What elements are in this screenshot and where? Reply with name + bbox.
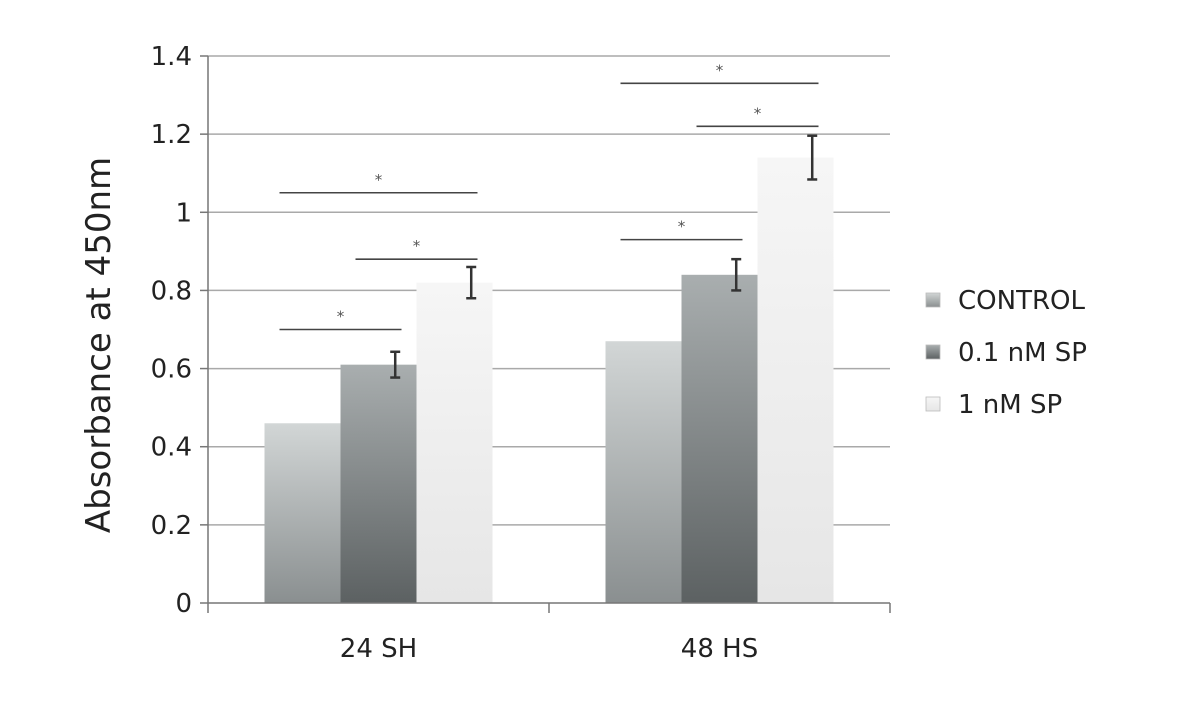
bar [757,157,834,604]
error-bar [390,350,401,379]
significance-mark: * [678,218,686,236]
y-tick-label: 0.8 [151,276,192,306]
error-bars [390,134,818,379]
axis-labels: Absorbance at 450nm [79,157,119,533]
significance-bracket: * [355,237,478,260]
legend-label: CONTROL [958,286,1085,316]
legend: CONTROL 0.1 nM SP 1 nM SP [925,286,1087,420]
bar [416,282,493,603]
x-tick-label: 24 SH [340,634,417,664]
y-tick-label: 0 [175,589,192,619]
error-bar [731,257,742,292]
legend-swatch [925,344,941,360]
y-tick-label: 1.2 [151,120,192,150]
significance-bracket: * [620,61,819,85]
bar [264,423,341,603]
bar [340,364,417,603]
legend-label: 1 nM SP [958,390,1062,420]
significance-bracket: * [279,171,478,194]
y-tick-label: 1.4 [151,42,192,72]
error-bar [807,134,818,181]
bars [264,157,834,604]
y-tick-label: 1 [175,198,192,228]
x-tick-label: 48 HS [681,634,758,664]
legend-item: 1 nM SP [925,390,1062,420]
significance-bracket: * [279,308,402,331]
y-tick-label: 0.6 [151,355,192,385]
bar [681,274,758,603]
significance-markers: * * * * * * [279,61,819,331]
legend-label: 0.1 nM SP [958,338,1087,368]
significance-bracket: * [620,218,743,241]
significance-mark: * [375,171,383,189]
y-axis-title: Absorbance at 450nm [79,157,119,533]
axes: 0 0.2 0.4 0.6 0.8 1 1.2 1.4 24 SH 48 HS [151,42,891,664]
legend-item: 0.1 nM SP [925,338,1087,368]
bar [605,341,682,603]
y-tick-label: 0.2 [151,511,192,541]
legend-swatch [925,292,941,308]
legend-item: CONTROL [925,286,1085,316]
significance-mark: * [337,308,345,326]
y-tick-label: 0.4 [151,433,192,463]
error-bar [466,265,477,300]
significance-mark: * [413,237,421,255]
significance-bracket: * [696,104,819,128]
significance-mark: * [716,61,724,79]
significance-mark: * [754,104,762,122]
legend-swatch [925,396,941,412]
